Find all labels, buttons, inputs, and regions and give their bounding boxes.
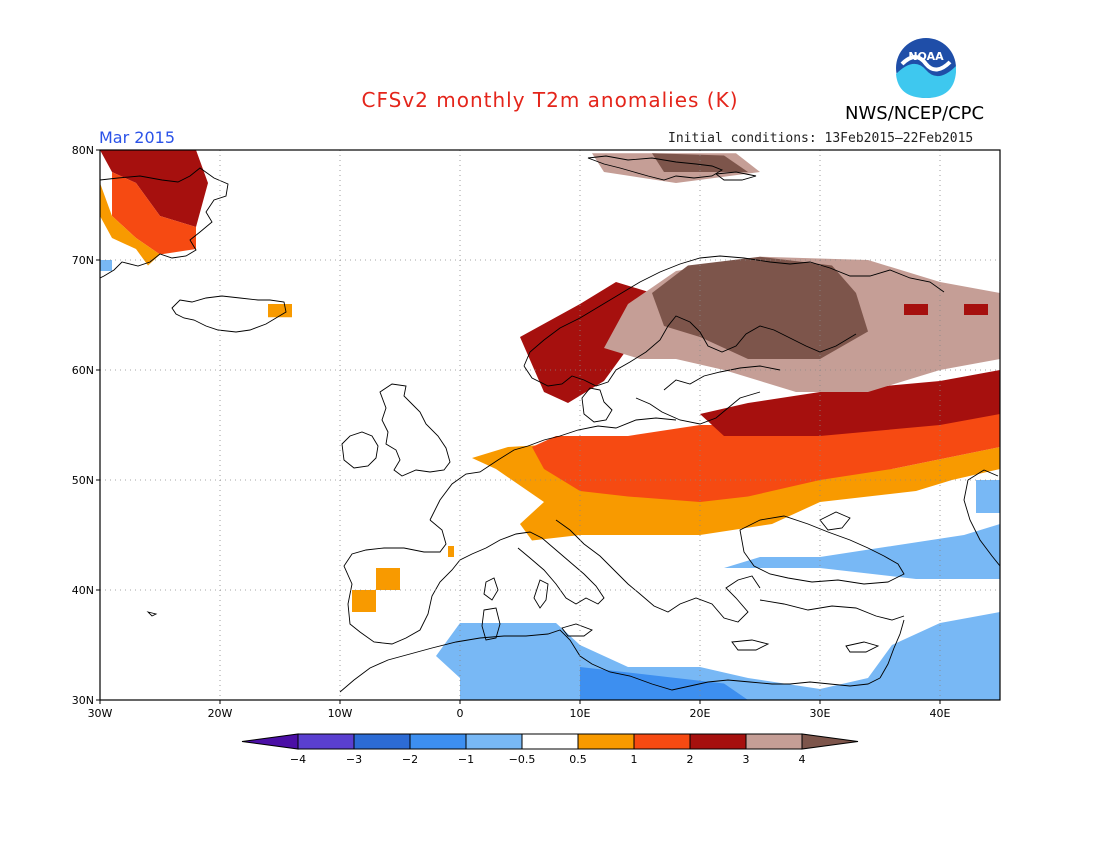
anomaly-europe-1 — [532, 414, 1000, 502]
anomaly-europe-3 — [700, 370, 1000, 436]
anomaly-europe-6 — [904, 304, 928, 315]
lat-tick-label: 80N — [72, 144, 94, 157]
lon-tick-label: 0 — [457, 707, 464, 720]
map-frame — [99, 149, 1001, 701]
graticule — [100, 150, 1000, 700]
colorbar-label: 0.5 — [569, 753, 587, 766]
colorbar-label: −2 — [402, 753, 418, 766]
anomaly-cold_south-3 — [976, 480, 1000, 513]
colorbar-bin — [577, 733, 635, 750]
lat-tick-label: 70N — [72, 254, 94, 267]
colorbar-label: 3 — [743, 753, 750, 766]
lon-tick-label: 20E — [690, 707, 711, 720]
anomaly-greenland-2 — [100, 183, 160, 266]
initial-conditions: Initial conditions: 13Feb2015–22Feb2015 — [668, 131, 974, 146]
colorbar-bin — [297, 733, 355, 750]
axis-ticks: 30W 20W 10W 0 10E 20E 30E 40E 30N 40N 50N 60N 70N 80N — [72, 144, 951, 720]
lon-tick-label: 10W — [328, 707, 353, 720]
colorbar-label: −1 — [458, 753, 474, 766]
anomaly-cold_south-2 — [724, 524, 1000, 579]
colorbar-bin-low — [241, 733, 299, 750]
anomaly-europe-2 — [520, 282, 652, 403]
colorbar-label: 4 — [799, 753, 806, 766]
colorbar-bin — [353, 733, 411, 750]
colorbar-label: 2 — [687, 753, 694, 766]
colorbar-label: −0.5 — [509, 753, 536, 766]
forecast-month: Mar 2015 — [99, 128, 175, 147]
anomaly-europe-5 — [652, 256, 868, 359]
colorbar-bin — [745, 733, 803, 750]
chart-title: CFSv2 monthly T2m anomalies (K) — [361, 88, 739, 112]
colorbar-bin — [409, 733, 467, 750]
anomaly-europe-9 — [448, 546, 454, 557]
colorbar-label: −3 — [346, 753, 362, 766]
lat-tick-label: 40N — [72, 584, 94, 597]
anomaly-greenland-1 — [112, 172, 196, 255]
colorbar-bin — [633, 733, 691, 750]
colorbar-bin-high — [801, 733, 859, 750]
anomaly-fills — [100, 150, 1000, 700]
lon-tick-label: 30E — [810, 707, 831, 720]
anomaly-cold_south-0 — [436, 612, 1000, 700]
colorbar-label: 1 — [631, 753, 638, 766]
colorbar-bin — [689, 733, 747, 750]
anomaly-greenland-0 — [100, 150, 208, 227]
anomaly-iceland-0 — [268, 304, 292, 318]
anomaly-greenland-3 — [100, 260, 112, 271]
lon-tick-label: 30W — [88, 707, 113, 720]
lon-tick-label: 10E — [570, 707, 591, 720]
anomaly-cold_south-1 — [580, 667, 748, 700]
colorbar: −4 −3 −2 −1 −0.5 0.5 1 2 3 4 — [241, 733, 859, 766]
colorbar-bin — [521, 733, 579, 750]
coastlines — [100, 155, 1000, 693]
anomaly-europe-7 — [964, 304, 988, 315]
colorbar-bin — [465, 733, 523, 750]
anomaly-svalbard-1 — [652, 153, 748, 172]
colorbar-label: −4 — [290, 753, 306, 766]
lat-tick-label: 60N — [72, 364, 94, 377]
lat-tick-label: 30N — [72, 694, 94, 707]
lat-tick-label: 50N — [72, 474, 94, 487]
noaa-logo-text: NOAA — [908, 50, 944, 63]
lon-tick-label: 20W — [208, 707, 233, 720]
noaa-logo: NOAA — [894, 36, 958, 104]
agency-label: NWS/NCEP/CPC — [845, 103, 985, 124]
lon-tick-label: 40E — [930, 707, 951, 720]
